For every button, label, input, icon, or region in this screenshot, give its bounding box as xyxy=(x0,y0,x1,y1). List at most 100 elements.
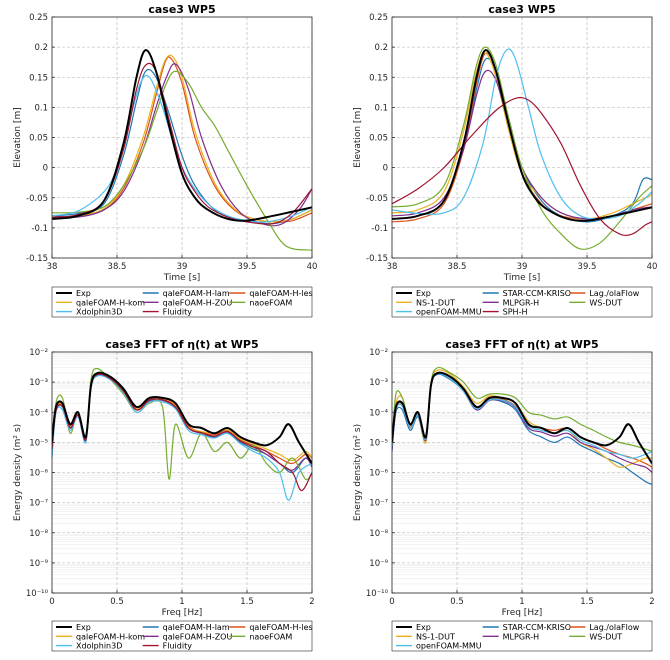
x-tick-label: 40 xyxy=(647,262,658,272)
x-tick-label: 39 xyxy=(177,262,188,272)
legend-label: Lag./olaFlow xyxy=(589,289,639,298)
chart-panel-2: 38 38.5 39 39.5 40 -0.15 -0.1 -0.05 0 0.05 0.1 0.15… xyxy=(353,3,658,318)
chart-panel-4: 0 0.5 1 1.5 2 10⁻¹⁰ 10⁻⁹ 10⁻⁸ 10⁻⁷ 10⁻⁶ 10⁻⁵ 10⁻⁴ 10… xyxy=(353,338,655,652)
x-tick-label: 0.5 xyxy=(450,597,464,607)
chart-title: case3 WP5 xyxy=(148,3,215,16)
y-tick-label: -0.05 xyxy=(26,194,48,204)
legend-label: Xdolphin3D xyxy=(76,308,122,317)
y-tick-label: 0.05 xyxy=(29,134,48,144)
y-axis-label: Energy density (m² s) xyxy=(13,424,23,521)
x-axis-label: Time [s] xyxy=(503,273,541,283)
y-tick-label: 0.2 xyxy=(34,43,48,53)
legend-label: qaleFOAM-H-ZOU xyxy=(163,632,233,641)
y-tick-label: 0 xyxy=(383,164,388,174)
x-axis-label: Freq [Hz] xyxy=(162,608,203,618)
series-group xyxy=(392,46,652,250)
x-tick-label: 38.5 xyxy=(108,262,127,272)
legend-label: qaleFOAM-H-les xyxy=(249,623,312,632)
legend: Exp qaleFOAM-H-lam qaleFOAM-H-les qaleFOAM-… xyxy=(51,620,313,652)
legend: Exp STAR-CCM-KRISO Lag./olaFlow NS-1-DUT MLP… xyxy=(391,286,653,318)
series-line-exp xyxy=(52,49,312,222)
legend-label: qaleFOAM-H-kom xyxy=(76,632,145,641)
series-line-ns-1-dut xyxy=(392,52,652,220)
y-tick-label: 0.15 xyxy=(369,73,388,83)
x-tick-label: 1 xyxy=(179,597,184,607)
legend-label: STAR-CCM-KRISO xyxy=(503,289,571,298)
x-tick-label: 39 xyxy=(517,262,528,272)
y-tick-label: -0.05 xyxy=(366,194,388,204)
y-tick-label: 10⁻⁵ xyxy=(369,438,388,448)
series-line-openfoam-mmu xyxy=(392,372,652,459)
series-line-fluidity xyxy=(52,62,312,225)
legend-label: Fluidity xyxy=(163,642,193,651)
series-line-qalefoam-h-zou xyxy=(52,63,312,227)
y-axis-label: Elevation [m] xyxy=(13,107,23,167)
y-tick-label: 0.05 xyxy=(369,134,388,144)
x-axis-label: Time [s] xyxy=(163,273,201,283)
series-line-xdolphin3d xyxy=(52,374,312,501)
legend-label: naoeFOAM xyxy=(249,632,292,641)
x-tick-label: 39.5 xyxy=(578,262,597,272)
series-line-qalefoam-h-lam xyxy=(52,68,312,225)
legend-label: Fluidity xyxy=(163,308,193,317)
y-tick-label: -0.1 xyxy=(31,224,48,234)
y-tick-label: 0.15 xyxy=(29,73,48,83)
x-tick-label: 0 xyxy=(49,597,54,607)
y-tick-label: 0.25 xyxy=(29,13,48,23)
chart-title: case3 WP5 xyxy=(488,3,555,16)
x-tick-label: 38.5 xyxy=(448,262,467,272)
y-tick-label: 10⁻⁷ xyxy=(369,499,388,509)
series-line-openfoam-mmu xyxy=(392,48,652,220)
legend-label: SPH-H xyxy=(503,308,528,317)
legend-label: naoeFOAM xyxy=(249,298,292,307)
chart-panel-3: 0 0.5 1 1.5 2 10⁻¹⁰ 10⁻⁹ 10⁻⁸ 10⁻⁷ 10⁻⁶ 10⁻⁵ 10⁻⁴ 10… xyxy=(13,338,315,652)
legend-label: qaleFOAM-H-kom xyxy=(76,298,145,307)
x-tick-label: 38 xyxy=(387,262,398,272)
legend-label: WS-DUT xyxy=(589,632,622,641)
y-tick-label: 10⁻⁸ xyxy=(29,529,48,539)
y-tick-label: 10⁻⁴ xyxy=(369,408,388,418)
x-tick-label: 1 xyxy=(519,597,524,607)
legend-label: STAR-CCM-KRISO xyxy=(503,623,571,632)
series-line-fluidity xyxy=(52,373,312,492)
chart-title: case3 FFT of η(t) at WP5 xyxy=(105,338,258,351)
x-tick-label: 40 xyxy=(307,262,318,272)
series-line-exp xyxy=(52,371,312,464)
x-tick-label: 1.5 xyxy=(580,597,594,607)
y-tick-label: 0 xyxy=(43,164,48,174)
y-axis-label: Energy density (m² s) xyxy=(353,424,363,521)
legend-label: Xdolphin3D xyxy=(76,642,122,651)
y-tick-label: 10⁻⁶ xyxy=(29,469,48,479)
series-line-exp xyxy=(392,371,652,464)
x-tick-label: 2 xyxy=(649,597,654,607)
legend-label: Lag./olaFlow xyxy=(589,623,639,632)
series-group xyxy=(392,366,652,486)
legend-label: MLPGR-H xyxy=(503,632,540,641)
chart-title: case3 FFT of η(t) at WP5 xyxy=(445,338,598,351)
legend-box xyxy=(51,620,313,652)
y-tick-label: 10⁻¹⁰ xyxy=(366,589,389,599)
legend: Exp qaleFOAM-H-lam qaleFOAM-H-les qaleFOAM-… xyxy=(51,286,313,318)
legend-label: qaleFOAM-H-lam xyxy=(163,289,230,298)
legend-label: Exp xyxy=(416,623,431,632)
legend-label: qaleFOAM-H-les xyxy=(249,289,312,298)
x-tick-label: 2 xyxy=(309,597,314,607)
y-tick-label: 10⁻¹⁰ xyxy=(26,589,49,599)
legend-label: Exp xyxy=(76,623,91,632)
y-axis-label: Elevation [m] xyxy=(353,107,363,167)
y-tick-label: 10⁻³ xyxy=(29,378,48,388)
legend-label: NS-1-DUT xyxy=(416,632,455,641)
y-tick-label: 10⁻⁴ xyxy=(29,408,48,418)
x-tick-label: 39.5 xyxy=(238,262,257,272)
y-tick-label: 0.2 xyxy=(374,43,388,53)
series-line-qalefoam-h-kom xyxy=(52,54,312,223)
legend-label: qaleFOAM-H-ZOU xyxy=(163,298,233,307)
legend-label: Exp xyxy=(416,289,431,298)
y-tick-label: -0.15 xyxy=(26,254,48,264)
legend-label: MLPGR-H xyxy=(503,298,540,307)
legend-label: Exp xyxy=(76,289,91,298)
y-tick-label: 0.1 xyxy=(374,103,388,113)
y-tick-label: 10⁻³ xyxy=(369,378,388,388)
series-group xyxy=(52,49,312,251)
